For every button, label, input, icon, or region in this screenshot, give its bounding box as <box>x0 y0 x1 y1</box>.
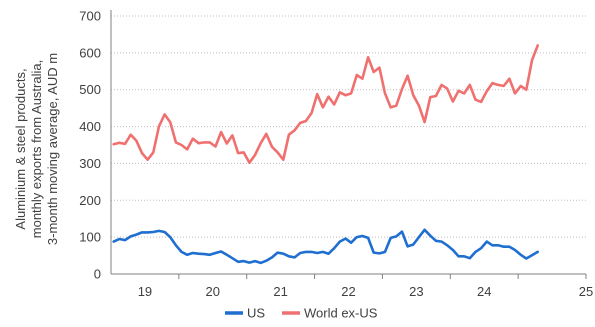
x-tick-label: 24 <box>477 284 491 299</box>
y-tick-label: 200 <box>79 193 101 208</box>
series-line-us <box>112 228 540 265</box>
y-axis-ticks: 0 100 200 300 400 500 600 700 <box>79 9 101 282</box>
y-axis-label-line: monthly exports from Australia, <box>29 60 44 238</box>
x-tick-label: 19 <box>138 284 152 299</box>
y-tick-label: 600 <box>79 45 101 60</box>
legend-label: World ex-US <box>304 306 378 321</box>
series-line-world-ex-us <box>112 44 540 164</box>
y-axis-label-line: Aluminium & steel products, <box>13 68 28 229</box>
y-tick-label: 500 <box>79 82 101 97</box>
y-axis-label: Aluminium & steel products, monthly expor… <box>13 53 60 245</box>
x-tick-label: 25 <box>579 284 593 299</box>
x-tick-label: 20 <box>206 284 220 299</box>
y-tick-label: 0 <box>94 267 101 282</box>
y-tick-label: 300 <box>79 156 101 171</box>
axes <box>110 10 586 275</box>
x-tick-label: 23 <box>409 284 423 299</box>
y-axis-label-line: 3-month moving average, AUD m <box>45 53 60 245</box>
x-tick-label: 22 <box>341 284 355 299</box>
series-lines <box>112 44 540 265</box>
x-axis-ticks: 19 20 21 22 23 24 25 <box>138 274 593 299</box>
y-tick-label: 100 <box>79 230 101 245</box>
legend-label: US <box>247 306 265 321</box>
y-tick-label: 700 <box>79 9 101 24</box>
legend: US World ex-US <box>225 306 378 321</box>
y-tick-label: 400 <box>79 119 101 134</box>
grid-lines <box>111 15 586 238</box>
x-tick-label: 21 <box>273 284 287 299</box>
